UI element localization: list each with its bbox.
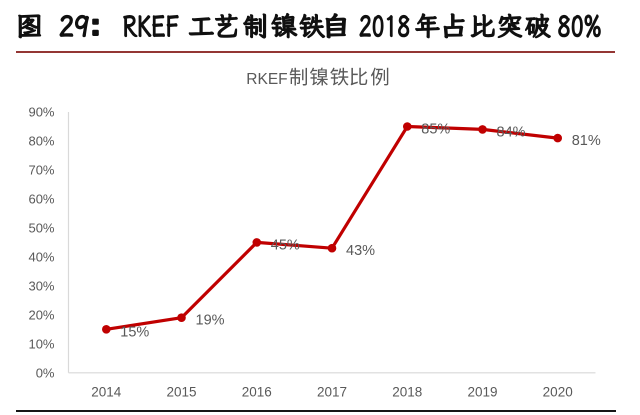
svg-text:30%: 30% — [28, 279, 54, 294]
svg-text:2018: 2018 — [392, 385, 422, 400]
svg-text:45%: 45% — [271, 237, 300, 253]
svg-text:80%: 80% — [28, 134, 54, 149]
svg-text:50%: 50% — [28, 221, 54, 236]
svg-text:2020: 2020 — [543, 385, 573, 400]
svg-text:70%: 70% — [28, 163, 54, 178]
svg-text:RKEF: RKEF — [246, 71, 287, 88]
svg-text:15%: 15% — [120, 324, 149, 340]
svg-text:2019: 2019 — [467, 385, 497, 400]
svg-text:2016: 2016 — [242, 385, 272, 400]
svg-text:81%: 81% — [572, 133, 601, 149]
svg-text:90%: 90% — [28, 105, 54, 120]
svg-text:60%: 60% — [28, 192, 54, 207]
svg-text:20%: 20% — [28, 308, 54, 323]
svg-text:85%: 85% — [421, 122, 450, 138]
svg-text:43%: 43% — [346, 243, 375, 259]
svg-text:84%: 84% — [497, 124, 526, 140]
svg-text:2014: 2014 — [91, 385, 122, 400]
svg-text:40%: 40% — [28, 250, 54, 265]
svg-text:10%: 10% — [28, 337, 54, 352]
svg-text:2017: 2017 — [317, 385, 347, 400]
svg-text:19%: 19% — [196, 313, 225, 329]
svg-text:0%: 0% — [36, 366, 55, 381]
svg-text:2015: 2015 — [166, 385, 196, 400]
